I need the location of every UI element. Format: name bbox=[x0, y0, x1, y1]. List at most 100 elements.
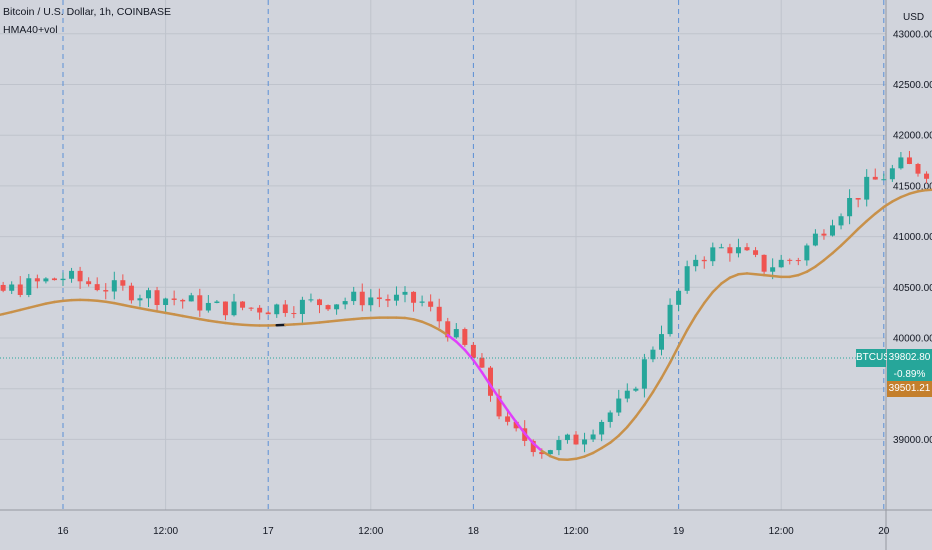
price-tick-label: 43000.00 bbox=[893, 29, 932, 40]
candle-body bbox=[205, 302, 211, 311]
candle-body bbox=[51, 278, 57, 281]
hma-segment bbox=[737, 272, 749, 276]
candle-body bbox=[376, 297, 382, 300]
candle-body bbox=[197, 295, 203, 311]
hma-segment bbox=[617, 425, 629, 437]
candle-body bbox=[453, 329, 459, 338]
candle-body bbox=[616, 398, 622, 413]
hma-segment bbox=[472, 358, 484, 374]
candle-body bbox=[368, 297, 374, 306]
hma-segment bbox=[44, 300, 56, 305]
hma-segment bbox=[53, 299, 65, 304]
hma-segment bbox=[891, 195, 903, 203]
candle-body bbox=[778, 259, 784, 268]
hma-segment bbox=[292, 322, 304, 326]
hma-segment bbox=[626, 415, 638, 429]
candle-body bbox=[86, 281, 92, 285]
hma-segment bbox=[429, 324, 441, 331]
hma-segment bbox=[916, 188, 928, 193]
hma-segment bbox=[489, 384, 501, 400]
candle-body bbox=[265, 312, 271, 315]
candle-body bbox=[641, 359, 647, 389]
candle-body bbox=[804, 245, 810, 261]
candle-body bbox=[701, 259, 707, 262]
candle-body bbox=[419, 301, 425, 303]
hma-segment bbox=[745, 272, 757, 276]
hma-segment bbox=[668, 344, 680, 364]
hma-segment bbox=[318, 320, 330, 324]
candle-body bbox=[103, 290, 109, 292]
candle-body bbox=[496, 395, 502, 417]
candle-body bbox=[479, 357, 485, 368]
price-tick-label: 40500.00 bbox=[893, 283, 932, 294]
hma-segment bbox=[549, 454, 561, 461]
candle-body bbox=[770, 267, 776, 272]
hma-segment bbox=[711, 282, 723, 294]
candle-body bbox=[633, 388, 639, 391]
candle-body bbox=[385, 299, 391, 301]
hma-segment bbox=[480, 371, 492, 387]
candle-body bbox=[231, 301, 237, 316]
hma-segment bbox=[856, 219, 868, 231]
candle-body bbox=[505, 416, 511, 422]
candle-body bbox=[795, 260, 801, 262]
candle-body bbox=[821, 233, 827, 236]
candle-body bbox=[881, 179, 887, 181]
hma-segment bbox=[1, 310, 13, 316]
hma-segment bbox=[207, 319, 219, 324]
hma-segment bbox=[908, 190, 920, 195]
hma-segment bbox=[232, 322, 244, 326]
hma-segment bbox=[147, 308, 159, 313]
hma-segment bbox=[720, 276, 732, 285]
hma-segment bbox=[523, 432, 535, 445]
hma-segment bbox=[198, 317, 210, 322]
candle-body bbox=[291, 313, 297, 315]
time-tick-label: 12:00 bbox=[358, 526, 383, 537]
hma-segment bbox=[155, 310, 167, 315]
candle-body bbox=[240, 301, 246, 308]
indicator-label[interactable]: HMA40+vol bbox=[3, 24, 58, 36]
hma-segment bbox=[685, 314, 697, 332]
hma-segment bbox=[61, 298, 73, 303]
hma-segment bbox=[703, 290, 715, 305]
hma-segment bbox=[805, 265, 817, 274]
hma-segment bbox=[651, 376, 663, 394]
candle-body bbox=[120, 280, 126, 286]
time-tick-label: 20 bbox=[878, 526, 890, 537]
hma-segment bbox=[574, 455, 586, 461]
hma-segment bbox=[224, 321, 236, 326]
hma-segment bbox=[814, 258, 826, 268]
candle-body bbox=[111, 280, 117, 292]
candle-body bbox=[317, 299, 322, 306]
candle-body bbox=[428, 301, 434, 307]
hma-segment bbox=[788, 273, 800, 279]
candle-body bbox=[128, 285, 134, 301]
candle-body bbox=[847, 197, 853, 217]
candle-body bbox=[308, 299, 314, 301]
hma-segment bbox=[215, 320, 227, 325]
hma-segment bbox=[899, 192, 911, 199]
candle-body bbox=[146, 290, 151, 299]
candle-body bbox=[154, 290, 160, 305]
candle-body bbox=[17, 284, 23, 295]
candle-body bbox=[43, 278, 49, 282]
candle-body bbox=[488, 367, 493, 396]
hma-segment bbox=[335, 318, 347, 323]
hma-segment bbox=[591, 446, 603, 455]
currency-label: USD bbox=[903, 12, 925, 23]
candle-body bbox=[607, 412, 613, 422]
candle-body bbox=[180, 299, 186, 302]
hma-segment bbox=[694, 301, 706, 317]
hma-segment bbox=[660, 361, 672, 380]
candle-body bbox=[624, 390, 630, 399]
hma-segment bbox=[403, 316, 415, 321]
candle-body bbox=[727, 247, 733, 254]
candle-body bbox=[188, 295, 194, 302]
candle-body bbox=[864, 176, 870, 200]
candle-body bbox=[735, 247, 741, 254]
price-tick-label: 40000.00 bbox=[893, 334, 932, 345]
hma-segment bbox=[104, 300, 116, 305]
hma-segment bbox=[181, 314, 193, 319]
candle-body bbox=[69, 270, 75, 279]
